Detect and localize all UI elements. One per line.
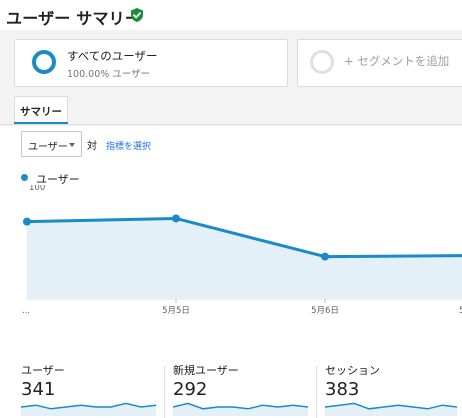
content-divider bbox=[0, 124, 462, 125]
sparkline bbox=[173, 402, 308, 416]
sparkline bbox=[325, 402, 457, 416]
sparkline bbox=[21, 402, 156, 416]
metric-value: 341 bbox=[21, 379, 56, 400]
metric-label: 新規ユーザー bbox=[173, 364, 239, 377]
segment-circle-icon bbox=[32, 50, 56, 74]
legend-dot-icon bbox=[21, 174, 28, 181]
add-segment-button[interactable]: + セグメントを追加 bbox=[297, 39, 462, 87]
metric-divider bbox=[164, 366, 165, 418]
verified-shield-icon bbox=[131, 8, 143, 22]
legend-label: ユーザー bbox=[36, 173, 80, 186]
metric-value: 292 bbox=[173, 379, 208, 400]
metric-label: セッション bbox=[325, 364, 380, 377]
segment-name: すべてのユーザー bbox=[67, 49, 158, 63]
metric-selector-dropdown[interactable]: ユーザー bbox=[21, 131, 82, 157]
sparkline-line bbox=[173, 402, 308, 410]
header: ユーザー サマリー bbox=[0, 0, 462, 34]
chevron-down-icon bbox=[69, 143, 75, 147]
metric-card-sessions[interactable]: セッション 383 bbox=[325, 360, 462, 418]
segment-card-all-users[interactable]: すべてのユーザー 100.00% ユーザー bbox=[14, 39, 288, 87]
series-area bbox=[27, 218, 462, 299]
sparkline-line bbox=[21, 402, 156, 410]
sparkline-area bbox=[173, 403, 308, 416]
add-segment-label: + セグメントを追加 bbox=[344, 54, 450, 68]
data-point bbox=[321, 252, 329, 261]
y-tick-label: 100 bbox=[29, 185, 45, 193]
x-tick-label: 5月5日 bbox=[162, 306, 190, 316]
segment-percentage: 100.00% ユーザー bbox=[67, 69, 151, 80]
metric-card-new-users[interactable]: 新規ユーザー 292 bbox=[173, 360, 313, 418]
metric-card-users[interactable]: ユーザー 341 bbox=[21, 360, 161, 418]
metric-label: ユーザー bbox=[21, 364, 65, 377]
series-line bbox=[26, 216, 462, 259]
select-metric-link[interactable]: 指標を選択 bbox=[106, 142, 152, 152]
sparkline-area bbox=[21, 403, 156, 416]
versus-label: 対 bbox=[87, 141, 97, 152]
x-tick-label: ... bbox=[22, 306, 30, 316]
x-tick-label: 5月6日 bbox=[311, 306, 339, 316]
sparkline-area bbox=[325, 403, 457, 416]
empty-segment-circle-icon bbox=[310, 50, 334, 74]
tab-summary-label: サマリー bbox=[20, 106, 62, 118]
metric-value: 383 bbox=[325, 379, 360, 400]
data-point bbox=[172, 214, 180, 223]
data-point bbox=[23, 217, 31, 226]
x-tick-label: 5 bbox=[459, 306, 462, 316]
page-title: ユーザー サマリー bbox=[6, 9, 142, 28]
metric-selector-value: ユーザー bbox=[28, 142, 68, 153]
tab-summary[interactable]: サマリー bbox=[14, 96, 68, 124]
sparkline-line bbox=[325, 402, 457, 410]
tab-active-indicator bbox=[14, 122, 68, 124]
metric-divider bbox=[316, 366, 317, 418]
